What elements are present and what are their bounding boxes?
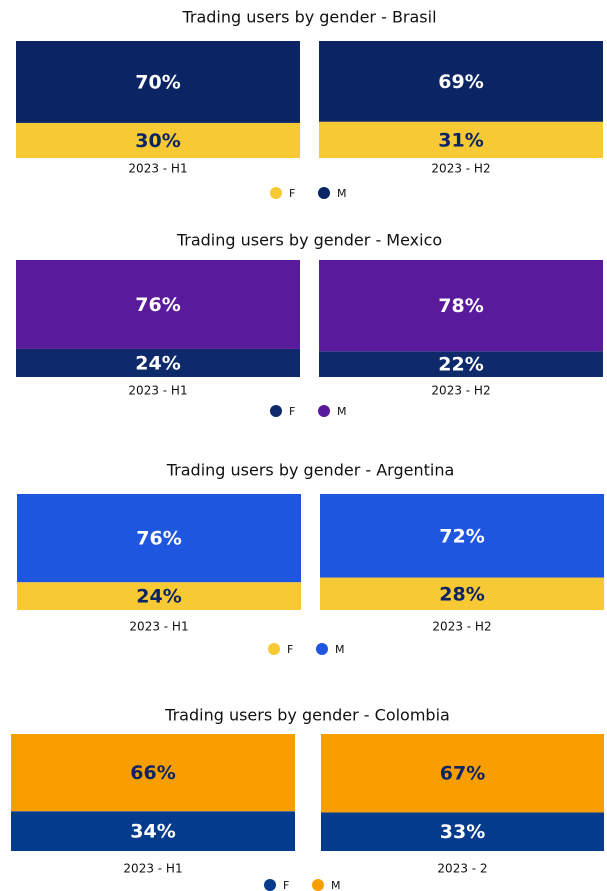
x-tick-label: 2023 - H1 (123, 862, 182, 876)
legend-label: M (337, 187, 347, 200)
data-label: 70% (135, 71, 180, 93)
bar-segment (16, 260, 300, 349)
bar-segment (319, 260, 603, 352)
data-label: 67% (440, 763, 485, 785)
legend-swatch (270, 187, 282, 199)
x-tick-label: 2023 - 2 (437, 862, 487, 876)
chart-title: Trading users by gender - Brasil (181, 8, 436, 27)
x-tick-label: 2023 - H2 (431, 162, 490, 176)
bar-segment (17, 582, 301, 610)
bar-segment (16, 122, 300, 158)
bar-segment (320, 577, 604, 610)
bar-segment (320, 494, 604, 578)
legend-label: F (283, 879, 289, 891)
data-label: 22% (438, 354, 483, 376)
bar-segment (319, 121, 603, 158)
data-label: 31% (438, 129, 483, 151)
data-label: 69% (438, 71, 483, 93)
legend-label: F (289, 187, 295, 200)
data-label: 78% (438, 295, 483, 317)
x-tick-label: 2023 - H2 (432, 620, 491, 634)
data-label: 30% (135, 130, 180, 152)
data-label: 24% (136, 586, 181, 608)
data-label: 24% (135, 352, 180, 374)
legend-swatch (316, 643, 328, 655)
legend-swatch (270, 405, 282, 417)
x-tick-label: 2023 - H1 (128, 384, 187, 398)
x-tick-label: 2023 - H1 (128, 162, 187, 176)
bar-segment (319, 351, 603, 377)
chart-title: Trading users by gender - Colombia (164, 706, 450, 725)
chart-title: Trading users by gender - Mexico (176, 231, 442, 250)
legend-swatch (318, 405, 330, 417)
bar-segment (321, 812, 604, 851)
bar-segment (16, 41, 300, 123)
bar-segment (319, 41, 603, 122)
data-label: 28% (439, 583, 484, 605)
legend-label: M (335, 643, 345, 656)
legend-label: M (337, 405, 347, 418)
chart-title: Trading users by gender - Argentina (166, 461, 455, 480)
bar-segment (11, 734, 295, 812)
data-label: 34% (130, 821, 175, 843)
legend-swatch (268, 643, 280, 655)
legend-swatch (312, 879, 324, 891)
bar-segment (16, 348, 300, 377)
bar-segment (11, 811, 295, 851)
legend-label: M (331, 879, 341, 891)
data-label: 33% (440, 821, 485, 843)
bar-segment (321, 734, 604, 813)
bar-segment (17, 494, 301, 583)
legend-label: F (287, 643, 293, 656)
data-label: 72% (439, 525, 484, 547)
data-label: 76% (135, 294, 180, 316)
legend-label: F (289, 405, 295, 418)
legend-swatch (264, 879, 276, 891)
legend-swatch (318, 187, 330, 199)
x-tick-label: 2023 - H2 (431, 384, 490, 398)
data-label: 76% (136, 528, 181, 550)
x-tick-label: 2023 - H1 (129, 620, 188, 634)
data-label: 66% (130, 762, 175, 784)
